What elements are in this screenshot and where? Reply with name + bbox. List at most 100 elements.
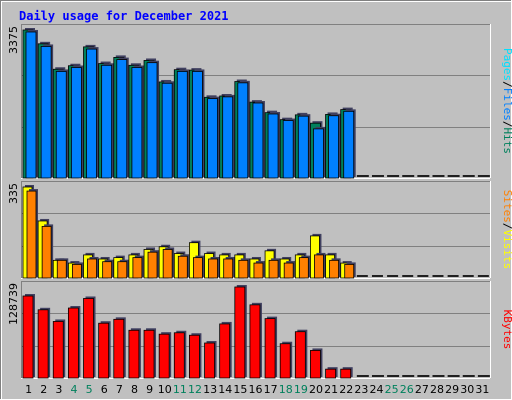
bar-sites	[268, 259, 279, 279]
x-tick-label: 18	[279, 383, 293, 396]
bar-files	[252, 102, 264, 179]
x-tick-label: 19	[294, 383, 308, 396]
bar-zero-kbytes	[387, 375, 400, 377]
bar-kbytes	[264, 318, 276, 379]
bar-kbytes	[98, 322, 110, 379]
legend-entry: /	[501, 223, 512, 230]
x-tick-label: 2	[40, 383, 47, 396]
panel-legend: KBytes	[501, 310, 512, 350]
bar-sites	[26, 190, 37, 279]
x-tick-label: 20	[309, 383, 323, 396]
bar-sites	[147, 251, 158, 279]
bar-kbytes	[67, 307, 79, 379]
bar-files	[207, 98, 218, 179]
bar-files	[267, 113, 279, 179]
bar-kbytes	[37, 309, 49, 379]
chart-title: Daily usage for December 2021	[19, 9, 229, 23]
bar-sites	[102, 261, 113, 279]
bar-zero-visits	[432, 275, 444, 277]
bar-zero-kbytes	[371, 375, 384, 377]
bar-kbytes	[234, 286, 246, 379]
bar-files	[70, 67, 82, 179]
bar-kbytes	[158, 333, 170, 379]
bar-sites	[162, 249, 173, 279]
legend-entry: KBytes	[501, 310, 512, 350]
x-tick-label: 29	[445, 383, 459, 396]
bar-zero-kbytes	[477, 375, 490, 377]
x-tick-label: 24	[370, 383, 384, 396]
bar-files	[328, 115, 339, 179]
x-tick-label: 31	[475, 383, 489, 396]
bar-zero-kbytes	[356, 375, 369, 377]
x-tick-label: 10	[158, 383, 172, 396]
bar-kbytes	[22, 295, 34, 379]
x-tick-label: 23	[354, 383, 368, 396]
x-tick-label: 1	[25, 383, 32, 396]
bar-zero-kbytes	[462, 375, 475, 377]
legend-entry: /	[501, 81, 512, 88]
bar-kbytes	[83, 298, 94, 379]
bar-sites	[223, 258, 234, 279]
x-tick-label: 15	[233, 383, 247, 396]
bar-files	[101, 64, 113, 179]
x-tick-label: 12	[188, 383, 202, 396]
bar-files	[55, 71, 67, 179]
legend-entry: Files	[501, 88, 512, 121]
bar-files	[222, 96, 234, 179]
y-max-label: 335	[7, 183, 20, 204]
bar-files	[161, 82, 173, 179]
bar-sites	[56, 259, 67, 279]
bar-kbytes	[294, 331, 306, 379]
bar-kbytes	[219, 323, 231, 379]
x-tick-label: 7	[116, 383, 123, 396]
bar-kbytes	[204, 342, 215, 379]
bar-sites	[329, 259, 339, 279]
bar-zero-hits	[387, 175, 400, 177]
x-tick-label: 9	[146, 383, 153, 396]
bar-sites	[117, 261, 128, 279]
legend-entry: Pages	[501, 48, 512, 81]
bar-zero-visits	[356, 275, 368, 277]
bar-files	[237, 82, 249, 179]
bar-zero-kbytes	[402, 375, 415, 377]
legend-entry: Sites	[501, 190, 512, 223]
bar-files	[343, 110, 355, 179]
bar-sites	[193, 257, 203, 279]
x-tick-label: 25	[385, 383, 399, 396]
legend-entry: /	[501, 121, 512, 128]
bar-files	[116, 59, 128, 179]
bar-sites	[238, 259, 249, 279]
x-tick-label: 3	[55, 383, 62, 396]
bar-kbytes	[173, 332, 185, 379]
panel-legend: Pages/Files/Hits	[501, 48, 512, 154]
chart-panels: 3375Pages/Files/Hits335Sites/Visits12873…	[7, 24, 512, 379]
x-tick-label: 13	[203, 383, 217, 396]
x-tick-label: 11	[173, 383, 187, 396]
bar-zero-visits	[477, 275, 489, 277]
x-tick-label: 17	[264, 383, 278, 396]
bar-kbytes	[52, 321, 64, 379]
x-tick-label: 28	[430, 383, 444, 396]
bar-zero-hits	[432, 175, 445, 177]
bar-kbytes	[279, 343, 291, 379]
legend-entry: Hits	[501, 128, 512, 155]
bar-zero-hits	[462, 175, 475, 177]
x-tick-label: 5	[86, 383, 93, 396]
x-tick-label: 16	[249, 383, 263, 396]
bar-kbytes	[189, 334, 200, 379]
bar-sites	[314, 254, 324, 279]
bar-kbytes	[325, 368, 336, 379]
x-tick-label: 14	[218, 383, 232, 396]
x-axis: 1 2 3 4 5 6 7 8 9 10 11 12 13 14 15 16 17 18 19 20 21 22 23 24 2…	[25, 383, 489, 396]
x-tick-label: 30	[460, 383, 474, 396]
bar-sites	[177, 255, 188, 279]
bar-sites	[283, 262, 294, 279]
bar-sites	[298, 257, 309, 279]
bar-kbytes	[143, 329, 155, 379]
x-tick-label: 4	[70, 383, 77, 396]
bar-zero-hits	[447, 175, 460, 177]
bar-sites	[208, 258, 218, 279]
panel-kbytes: 128739 KBytes	[7, 281, 512, 379]
x-tick-label: 26	[400, 383, 414, 396]
